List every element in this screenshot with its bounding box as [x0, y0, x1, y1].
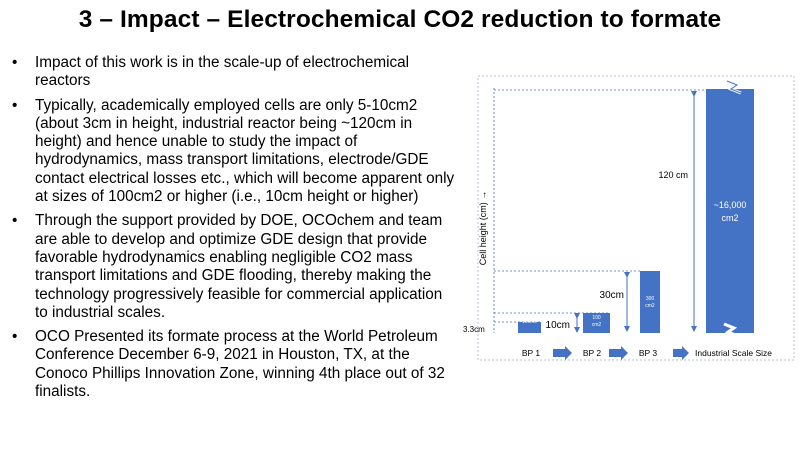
- right-arrow-icon: [553, 346, 572, 360]
- height-label-30cm: 30cm: [600, 290, 624, 301]
- stage-label-bp2: BP 2: [583, 348, 602, 358]
- bar-bp3: [640, 271, 660, 333]
- height-label-10cm: 10cm: [546, 320, 570, 331]
- bullet-item: Through the support provided by DOE, OCO…: [10, 212, 458, 322]
- bar-industrial: [706, 89, 754, 333]
- bar-label-bp3-line1: 300: [646, 296, 655, 302]
- bar-bp2: [583, 313, 610, 333]
- right-arrow-icon: [609, 346, 628, 360]
- bar-label-bp2-line2: cm2: [592, 322, 602, 328]
- break-mark-top-line: [726, 80, 742, 94]
- bullet-item: Impact of this work is in the scale-up o…: [10, 54, 458, 91]
- right-arrow-icon: [673, 346, 689, 360]
- stage-label-industrial: Industrial Scale Size: [695, 348, 772, 358]
- bar-label-industrial-line2: cm2: [721, 213, 738, 223]
- slide-title: 3 – Impact – Electrochemical CO2 reducti…: [78, 6, 722, 33]
- stage-label-bp3: BP 3: [639, 348, 658, 358]
- height-label-3cm: 3.3cm: [463, 325, 485, 334]
- bullet-item: OCO Presented its formate process at the…: [10, 328, 458, 401]
- y-axis-label: Cell height (cm) →: [478, 191, 488, 266]
- bar-label-bp3-line2: cm2: [645, 303, 655, 309]
- bar-label-bp1: 10cm2: [522, 319, 537, 325]
- figure-frame: [477, 75, 795, 361]
- bar-label-bp2-line1: 100: [592, 315, 601, 321]
- stage-label-bp1: BP 1: [522, 348, 541, 358]
- break-mark-bottom: [723, 322, 739, 338]
- bar-label-industrial-line1: ~16,000: [714, 200, 747, 210]
- bar-bp1: [518, 322, 541, 333]
- bullet-item: Typically, academically employed cells a…: [10, 97, 458, 207]
- bullet-list: Impact of this work is in the scale-up o…: [10, 54, 458, 407]
- height-label-120cm: 120 cm: [658, 170, 688, 180]
